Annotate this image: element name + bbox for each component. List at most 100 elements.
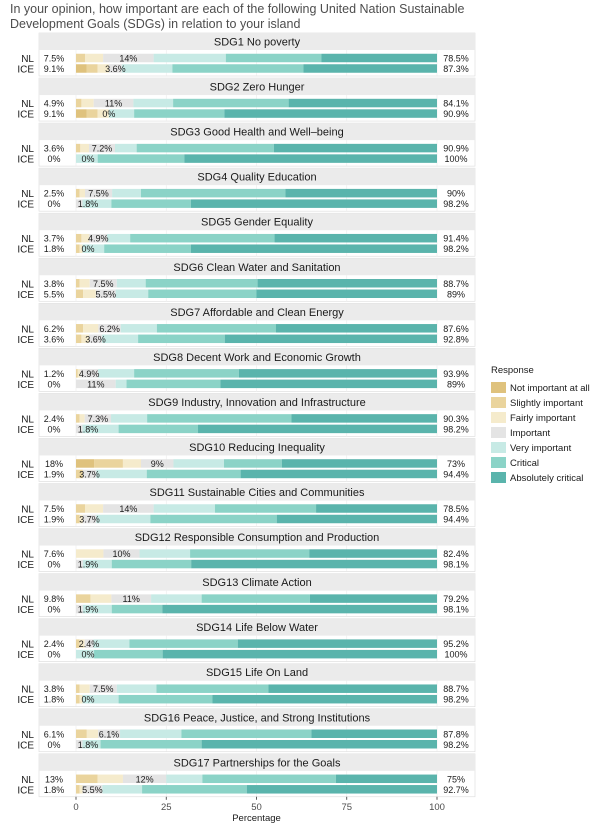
mid-percent-label: 3.6% [105, 64, 126, 74]
bar-segment [96, 514, 151, 524]
legend-label: Important [510, 428, 550, 439]
bar-segment [173, 98, 289, 108]
bar-segment [82, 424, 119, 434]
bar-segment [79, 188, 86, 198]
facet-title: SDG8 Decent Work and Economic Growth [153, 352, 361, 364]
bar-segment [181, 729, 312, 738]
mid-percent-label: 9% [151, 459, 164, 469]
high-percent-label: 95.2% [443, 639, 469, 649]
bar-segment [150, 514, 277, 524]
bar-segment [316, 504, 437, 513]
x-tick-label: 0 [73, 802, 78, 813]
bar-segment [93, 639, 130, 648]
low-percent-label: 1.9% [44, 515, 65, 525]
bar-segment [83, 324, 99, 333]
group-label: ICE [17, 110, 34, 121]
bar-segment [246, 785, 437, 794]
bar-segment [129, 639, 238, 648]
bar-segment [201, 594, 310, 603]
bar-segment [108, 64, 122, 73]
mid-percent-label: 4.9% [79, 369, 100, 379]
bar-segment [108, 109, 135, 118]
bar-segment [81, 233, 90, 243]
bar-segment [102, 785, 143, 794]
mid-percent-label: 14% [119, 504, 137, 514]
group-label: ICE [17, 65, 34, 76]
bar-segment [82, 514, 97, 524]
high-percent-label: 92.7% [443, 785, 469, 795]
mid-percent-label: 7.5% [93, 684, 114, 694]
bar-segment [118, 694, 213, 704]
bar-segment [257, 279, 437, 288]
bar-segment [147, 414, 292, 423]
facet-title: SDG14 Life Below Water [196, 622, 318, 634]
low-percent-label: 6.1% [44, 729, 65, 739]
high-percent-label: 98.1% [443, 560, 469, 570]
facet-strip [39, 168, 475, 186]
group-label: ICE [17, 515, 34, 526]
bar-segment [126, 379, 221, 389]
bar-segment [140, 188, 286, 198]
low-percent-label: 6.2% [44, 324, 65, 334]
bar-segment [76, 639, 80, 648]
bar-segment [202, 774, 336, 784]
bar-segment [79, 244, 83, 253]
bar-segment [103, 53, 154, 63]
bar-segment [86, 64, 98, 73]
bar-segment [173, 459, 225, 468]
bar-segment [116, 279, 146, 288]
group-label: NL [21, 54, 34, 65]
low-percent-label: 3.6% [44, 144, 65, 154]
bar-segment [97, 154, 185, 163]
group-label: ICE [17, 560, 34, 571]
bar-segment [184, 154, 437, 163]
bar-segment [212, 694, 437, 704]
bar-segment [76, 233, 82, 243]
high-percent-label: 90% [447, 189, 465, 199]
high-percent-label: 87.6% [443, 324, 469, 334]
bar-segment [162, 649, 437, 659]
legend-swatch [491, 382, 506, 393]
facet-title: SDG5 Gender Equality [201, 217, 313, 229]
bar-segment [88, 334, 102, 344]
bar-segment [136, 143, 274, 153]
low-percent-label: 9.1% [44, 64, 65, 74]
bar-segment [309, 594, 437, 603]
group-label: ICE [17, 695, 34, 706]
bar-segment [240, 469, 437, 479]
bar-segment [115, 379, 127, 389]
low-percent-label: 1.8% [44, 695, 65, 705]
facet-title: SDG3 Good Health and Well–being [170, 127, 343, 139]
bar-segment [111, 604, 163, 614]
low-percent-label: 7.5% [44, 504, 65, 514]
facet-strip [39, 348, 475, 366]
high-percent-label: 98.1% [443, 605, 469, 615]
bar-segment [82, 469, 97, 479]
group-label: ICE [17, 155, 34, 166]
bar-segment [79, 514, 83, 524]
mid-percent-label: 10% [112, 549, 130, 559]
facet-title: SDG2 Zero Hunger [210, 82, 305, 94]
mid-percent-label: 14% [119, 54, 137, 64]
mid-percent-label: 11% [87, 379, 104, 389]
bar-segment [133, 98, 174, 108]
bar-segment [76, 414, 80, 423]
group-label: NL [21, 730, 34, 741]
high-percent-label: 79.2% [443, 594, 469, 604]
bar-segment [190, 199, 437, 208]
bar-segment [76, 64, 87, 73]
group-label: NL [21, 234, 34, 245]
bar-segment [104, 244, 191, 253]
bar-segment [134, 369, 239, 378]
bar-segment [76, 459, 95, 468]
low-percent-label: 9.1% [44, 109, 65, 119]
facet-strip [39, 33, 475, 50]
mid-percent-label: 4.9% [88, 234, 109, 244]
low-percent-label: 2.5% [44, 189, 65, 199]
high-percent-label: 100% [444, 154, 467, 164]
bar-segment [86, 109, 98, 118]
bar-segment [191, 559, 437, 569]
bar-segment [79, 414, 85, 423]
facet-title: SDG9 Industry, Innovation and Infrastruc… [148, 397, 365, 409]
